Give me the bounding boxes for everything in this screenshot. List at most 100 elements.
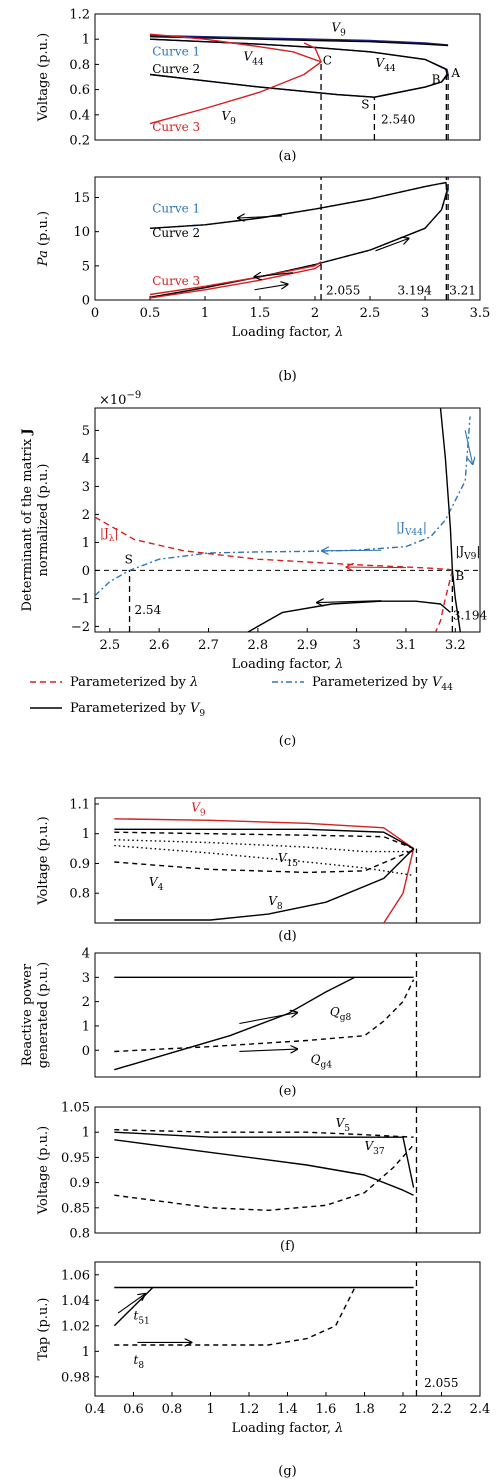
series-group: [113, 1286, 414, 1346]
annotation-label: Curve 3: [152, 120, 200, 134]
series-line-g-2: [114, 1287, 356, 1346]
ytick-label: 0.9: [69, 857, 90, 872]
direction-arrow: [347, 567, 406, 568]
ytick-label: 2: [82, 508, 90, 523]
ytick-label: 1: [82, 33, 90, 48]
ytick-label: 5: [82, 259, 90, 274]
ytick-label: 3: [82, 480, 90, 495]
xtick-label: 2.5: [360, 306, 381, 321]
direction-arrow: [239, 1049, 297, 1051]
xtick-label: 0.4: [85, 1402, 106, 1417]
chart-f: 0.8 0.85 0.9 0.95 1 1.05 V5 V37 Voltage (p.u.) (f…: [36, 1101, 481, 1254]
xlabel-g: Loading factor, λ: [232, 1421, 344, 1436]
series-line-c-3: [439, 408, 461, 632]
annotation-label: t51: [134, 1308, 150, 1326]
ytick-label: 1: [82, 1019, 90, 1034]
xtick-label: 1: [201, 306, 209, 321]
xlabel-c: Loading factor, λ: [232, 657, 344, 672]
ytick-label: 1.2: [69, 8, 90, 23]
xtick-label: 2.5: [99, 638, 120, 653]
annotation-label: |Jλ|: [100, 526, 119, 544]
series-line-d-3: [114, 839, 414, 853]
direction-arrow: [117, 1294, 145, 1314]
annotation-label: 2.54: [134, 603, 161, 617]
ytick-label: 1.06: [61, 1268, 90, 1283]
series-line-a-5: [303, 42, 322, 63]
series-group: [95, 408, 471, 632]
plot-frame-b: [94, 176, 481, 301]
annotation-label: V8: [268, 894, 283, 912]
annotation-label: Curve 3: [152, 274, 200, 288]
series-line-e-2: [114, 979, 415, 1053]
ytick-label: 2: [82, 995, 90, 1010]
annotation-label: V37: [365, 1139, 385, 1157]
legend-entry: Parameterized by V9: [70, 701, 205, 719]
ytick-label: 0: [82, 294, 90, 309]
series-line-d-4: [114, 844, 414, 877]
xtick-label: 0.8: [162, 1402, 183, 1417]
xtick-label: 3.2: [445, 638, 466, 653]
annotation-label: |JV9|: [455, 544, 480, 562]
ytick-label: 1.1: [69, 797, 90, 812]
annotation-label: V9: [191, 800, 206, 818]
xtick-label: 2.9: [297, 638, 318, 653]
annotation-label: Qg8: [330, 1005, 352, 1023]
plot-frame-f: [94, 1106, 481, 1234]
plot-frame-g: [94, 1261, 481, 1397]
series-group: [114, 1129, 415, 1212]
direction-arrow: [322, 550, 382, 551]
xtick-label: 0.6: [123, 1402, 144, 1417]
ytick-label: 0: [82, 564, 90, 579]
xtick-label: 1: [206, 1402, 214, 1417]
chart-a: 0.2 0.4 0.6 0.8 1 1.2 V9 Curve 1 Curve 2 Curve 3 V…: [36, 8, 481, 164]
ylabel-b: Pa (p.u.): [36, 211, 51, 267]
annotation-label: Curve 2: [152, 226, 200, 240]
annotation-label: V15: [278, 851, 298, 869]
annotation-label: 3.194: [453, 608, 488, 622]
ytick-label: 4: [82, 452, 90, 467]
ytick-label: 0.8: [69, 887, 90, 902]
ylabel-f: Voltage (p.u.): [36, 1126, 51, 1215]
xtick-label: 2: [311, 306, 319, 321]
xtick-label: 0: [91, 306, 99, 321]
scale-label: ×10−9: [99, 390, 141, 408]
annotation-label: Curve 1: [152, 45, 200, 59]
annotation-label: V9: [222, 109, 237, 127]
direction-arrow: [464, 430, 472, 464]
ytick-label: 1.02: [61, 1319, 90, 1334]
xtick-label: 2.4: [470, 1402, 491, 1417]
ytick-label: 1.04: [61, 1294, 90, 1309]
ylabel-a: Voltage (p.u.): [36, 33, 51, 122]
series-line-c-0: [95, 516, 453, 572]
annotation-label: 2.055: [326, 284, 360, 298]
annotation-label: Curve 2: [152, 62, 200, 76]
legend-entry: Parameterized by λ: [70, 675, 198, 690]
ytick-label: 1.05: [61, 1101, 90, 1116]
series-line-d-0: [114, 818, 415, 923]
annotation-label: 3.194: [398, 284, 433, 298]
annotation-label: t8: [134, 1353, 145, 1371]
ytick-label: −1: [71, 592, 90, 607]
caption-g: (g): [278, 1464, 296, 1479]
ytick-label: 0.8: [69, 1227, 90, 1242]
series-line-a-3: [149, 38, 448, 98]
annotation-label: S: [361, 98, 369, 112]
xtick-label: 1.2: [239, 1402, 260, 1417]
ytick-label: 0.85: [61, 1201, 90, 1216]
ytick-label: 5: [82, 424, 90, 439]
series-line-a-0: [149, 34, 449, 46]
xtick-label: 3.5: [470, 306, 491, 321]
ytick-label: 15: [73, 191, 90, 206]
caption-c: (c): [279, 734, 296, 749]
series-line-f-2: [114, 1129, 414, 1138]
caption-b: (b): [278, 369, 296, 384]
ylabel-d: Voltage (p.u.): [36, 816, 51, 905]
series-line-d-2: [114, 831, 414, 850]
series-group: [114, 976, 415, 1071]
annotation-label: 3.21: [449, 284, 476, 298]
annotation-label: V44: [376, 56, 396, 74]
chart-c: −2 −1 0 1 2 3 4 5 2.5 2.6 2.7 2.8 2.9 3 3.1 3.2 |Jλ| |JV4…: [20, 390, 488, 749]
plot-frame-d: [94, 797, 481, 924]
ytick-label: 0.2: [69, 134, 90, 149]
